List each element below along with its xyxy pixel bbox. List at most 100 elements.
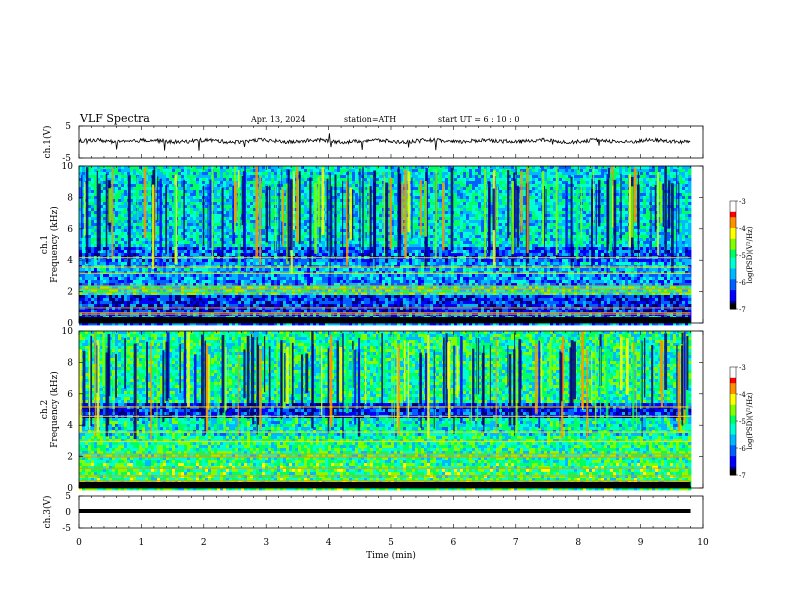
x-axis-label: Time (min) — [366, 550, 416, 561]
x-tick-label: 3 — [263, 538, 269, 548]
y-tick-label: -5 — [62, 154, 71, 164]
colorbar-cell — [730, 377, 736, 381]
colorbar-cell — [730, 282, 736, 286]
colorbar-cell — [730, 402, 736, 406]
x-tick-label: 2 — [201, 538, 207, 548]
colorbar-cell — [730, 290, 736, 294]
colorbar-cell — [730, 412, 736, 417]
colorbar-cell — [730, 222, 736, 226]
colorbar-tick-label: -6 — [739, 279, 746, 287]
y-tick-label: 2 — [67, 288, 73, 298]
frequency-axis-label: Frequency (kHz) — [49, 371, 60, 448]
x-tick-label: 8 — [575, 538, 581, 548]
colorbar-cell — [730, 429, 736, 433]
colorbar-cell — [730, 244, 736, 248]
y-tick-label: 6 — [67, 390, 73, 400]
y-tick-label: 5 — [65, 122, 71, 132]
colorbar-label: log(PSD)(V²/Hz) — [746, 392, 754, 449]
colorbar-cell — [730, 372, 736, 376]
colorbar-cell — [730, 464, 736, 468]
colorbar-cell — [730, 472, 736, 476]
colorbar-cell — [730, 458, 736, 462]
colorbar-cell — [730, 260, 736, 264]
colorbar-cell — [730, 399, 736, 403]
ch2-spectrogram-panel — [79, 331, 692, 491]
date-label: Apr. 13, 2024 — [251, 115, 306, 124]
colorbar-cell — [730, 300, 736, 305]
colorbar-cell — [730, 236, 736, 240]
colorbar-cell — [730, 442, 736, 446]
y-tick-label: 4 — [67, 421, 73, 431]
colorbar-cell — [730, 209, 736, 213]
frequency-axis-label: Frequency (kHz) — [49, 206, 60, 283]
ch1-trace — [78, 133, 691, 151]
colorbar-cell — [730, 466, 736, 471]
start-time-label: start UT = 6 : 10 : 0 — [438, 115, 519, 124]
colorbar-tick-label: -3 — [739, 198, 746, 206]
x-tick-label: 5 — [388, 538, 394, 548]
colorbar-cell — [730, 396, 736, 400]
y-tick-label: 8 — [67, 193, 73, 203]
colorbar-cell — [730, 439, 736, 444]
colorbar-cell — [730, 303, 736, 307]
colorbar-cell — [730, 448, 736, 452]
y-tick-label: -5 — [62, 524, 71, 534]
colorbar-cell — [730, 415, 736, 419]
colorbar-cell — [730, 367, 736, 371]
colorbar-cell — [730, 284, 736, 288]
x-tick-label: 0 — [76, 538, 82, 548]
colorbar-cell — [730, 306, 736, 310]
colorbar-cell — [730, 211, 736, 215]
colorbar-cell — [730, 230, 736, 234]
colorbar-tick-label: -7 — [739, 472, 746, 480]
y-tick-label: 0 — [65, 508, 71, 518]
colorbar-cell — [730, 421, 736, 425]
y-tick-label: 6 — [67, 225, 73, 235]
colorbar-cell — [730, 276, 736, 280]
y-tick-label: 0 — [67, 484, 73, 494]
colorbar-tick-label: -4 — [739, 391, 746, 399]
x-tick-label: 9 — [638, 538, 644, 548]
colorbar-cell — [730, 469, 736, 473]
colorbar-cell — [730, 271, 736, 275]
x-tick-label: 7 — [513, 538, 519, 548]
colorbar-cell — [730, 385, 736, 390]
colorbar-cell — [730, 407, 736, 411]
ch1-waveform-panel — [78, 133, 691, 151]
colorbar-cell — [730, 388, 736, 392]
x-tick-label: 1 — [139, 538, 145, 548]
colorbar-tick-label: -5 — [739, 418, 746, 426]
y-tick-label: 10 — [62, 162, 74, 172]
colorbar-cell — [730, 450, 736, 454]
colorbar-cell — [730, 383, 736, 387]
figure-title: VLF Spectra — [80, 112, 150, 125]
colorbar-cell — [730, 268, 736, 272]
colorbar-cell — [730, 426, 736, 430]
colorbar-cell — [730, 241, 736, 245]
colorbar-cell — [730, 391, 736, 395]
colorbar-cell — [730, 255, 736, 259]
colorbar-cell — [730, 404, 736, 408]
y-tick-label: 0 — [67, 319, 73, 329]
ch1-spectrogram-panel — [79, 166, 692, 326]
colorbar-cell — [730, 380, 736, 384]
colorbar-cell — [730, 238, 736, 242]
x-tick-label: 4 — [326, 538, 332, 548]
colorbar-cell — [730, 418, 736, 422]
colorbar-cell — [730, 233, 736, 237]
colorbar-cell — [730, 375, 736, 379]
colorbar-tick-label: -6 — [739, 445, 746, 453]
colorbar-cell — [730, 273, 736, 278]
colorbar-cell — [730, 298, 736, 302]
colorbar-cell — [730, 249, 736, 253]
colorbar-cell — [730, 263, 736, 267]
colorbar-cell — [730, 265, 736, 269]
colorbars: -3 -4 -5 -6 -7 log(PSD)(V²/Hz) -3 -4 -5 -6 -7 log(P… — [729, 198, 754, 480]
colorbar-cell — [730, 453, 736, 457]
colorbar-cell — [730, 219, 736, 224]
station-label: station=ATH — [344, 115, 396, 124]
x-tick-label: 6 — [451, 538, 457, 548]
colorbar-cell — [730, 228, 736, 232]
colorbar-cell — [730, 201, 736, 205]
